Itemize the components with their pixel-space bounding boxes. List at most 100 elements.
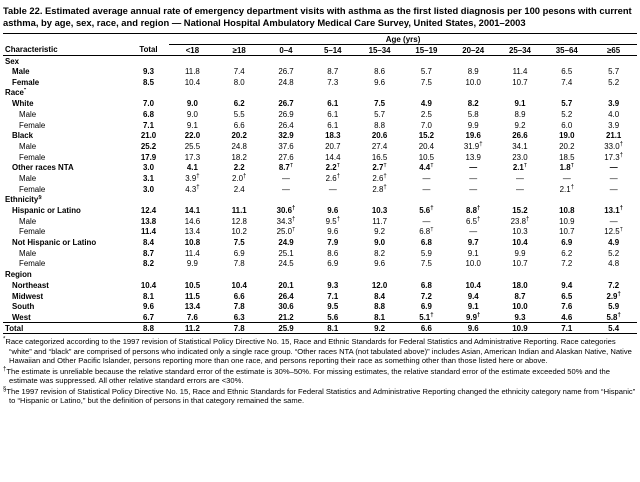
row-label: Sex	[5, 56, 20, 66]
table-row: Midwest 8.1 11.5 6.6 26.4 7.1 8.4 7.2 9.4 8.7 6.5 2…	[3, 291, 637, 302]
value-cell: 13.9	[465, 152, 481, 162]
table-row: Male 8.7 11.4 6.9 25.1 8.6 8.2 5.9 9.1 9.9 6.2 5.2	[3, 248, 637, 259]
value-cell: 7.0	[420, 120, 432, 130]
value-cell: 34.1	[512, 141, 528, 151]
footnote-marker: †	[430, 205, 434, 212]
value-cell: 21.1	[605, 131, 622, 141]
value-cell: 5.2	[608, 248, 620, 258]
value-cell: 4.0	[608, 109, 620, 119]
value-cell: 9.5	[327, 302, 339, 312]
value-cell: 26.7	[278, 99, 294, 109]
value-cell: 5.1†	[419, 312, 434, 322]
value-cell: 9.0	[374, 238, 386, 248]
value-cell: 8.2	[467, 99, 479, 109]
value-cell: 6.1	[327, 109, 339, 119]
value-cell: 10.4	[184, 77, 201, 87]
value-cell: 26.7	[278, 67, 294, 77]
value-cell: 11.7	[372, 216, 387, 226]
value-cell: 9.6	[374, 259, 386, 269]
value-cell: 2.1†	[512, 162, 528, 173]
value-cell: 5.6†	[419, 205, 434, 216]
value-cell: 6.2	[233, 99, 245, 109]
table-row: Female 8.2 9.9 7.8 24.5 6.9 9.6 7.5 10.0 10.7 7.2 4…	[3, 259, 637, 270]
table-row: Not Hispanic or Latino 8.4 10.8 7.5 24.9 7.9 9…	[3, 237, 637, 248]
value-cell: 8.1	[309, 322, 357, 334]
table-row: South 9.6 13.4 7.8 30.6 9.5 8.8 6.9 9.1 10.0 7.6 5.…	[3, 301, 637, 312]
section-row: Race*	[3, 88, 637, 99]
value-cell: 13.4	[184, 302, 201, 312]
footnote-marker: †	[477, 205, 481, 212]
value-cell: 7.6	[561, 302, 573, 312]
footnote-marker: †	[479, 141, 483, 148]
column-header: ≥65	[590, 44, 638, 57]
total-value-cell: 17.9	[140, 152, 157, 162]
row-label: Female	[19, 259, 46, 269]
total-value-cell: 3.0	[143, 163, 154, 173]
column-header: 25–34	[496, 44, 544, 57]
value-cell: 7.8	[233, 302, 245, 312]
value-cell: 4.4†	[419, 162, 434, 173]
value-cell: —	[282, 173, 290, 183]
value-cell: 12.8	[231, 216, 247, 226]
total-value-cell: 6.7	[143, 312, 154, 322]
value-cell: 7.2	[561, 259, 573, 269]
footnote-marker: †	[619, 151, 623, 158]
row-label: White	[12, 99, 34, 109]
value-cell: 37.6	[278, 141, 294, 151]
footnote: †The estimate is unreliable because the …	[3, 366, 610, 386]
value-cell: 8.8	[374, 302, 386, 312]
value-cell: 6.9	[420, 302, 432, 312]
value-cell: 8.7	[514, 291, 526, 301]
row-label: Male	[12, 67, 30, 77]
value-cell: 5.4	[590, 322, 638, 334]
row-label: Not Hispanic or Latino	[12, 238, 97, 248]
value-cell: 6.2	[561, 248, 573, 258]
footnote-marker: †	[523, 162, 528, 169]
value-cell: —	[516, 173, 524, 183]
value-cell: 9.9	[514, 248, 526, 258]
value-cell: 10.8	[184, 238, 201, 248]
table-row: Female 8.5 10.4 8.0 24.8 7.3 9.6 7.5 10.0 10.7 7.4…	[3, 77, 637, 88]
footnote-marker: §	[38, 194, 42, 201]
value-cell: 8.7	[327, 67, 339, 77]
value-cell: 25.9	[262, 322, 310, 334]
value-cell: 5.8	[467, 109, 479, 119]
value-cell: 20.7	[325, 141, 341, 151]
value-cell: —	[562, 173, 571, 183]
section-row: Region	[3, 269, 637, 280]
footnote-marker: †	[477, 312, 481, 319]
section-row: Ethnicity§	[3, 195, 637, 206]
value-cell: 8.8†	[466, 205, 481, 216]
value-cell: 7.1	[543, 322, 591, 334]
value-cell: 20.1	[278, 280, 294, 290]
footnote-marker: †	[383, 162, 387, 169]
value-cell: 5.2	[561, 109, 573, 119]
value-cell: 7.3	[327, 77, 339, 87]
value-cell: —	[469, 227, 478, 237]
value-cell: 7.6	[186, 312, 198, 322]
value-cell: 7.4	[233, 67, 245, 77]
table-row: Male 6.8 9.0 5.5 26.9 6.1 5.7 2.5 5.8 8.9 5.2 4.0	[3, 109, 637, 120]
value-cell: 6.6	[402, 322, 450, 334]
footnote-marker: †	[196, 173, 200, 180]
row-label: Female	[12, 77, 40, 87]
value-cell: 6.8	[420, 280, 432, 290]
row-label: Other races NTA	[12, 163, 74, 173]
value-cell: 7.9	[327, 238, 339, 248]
value-cell: 9.1	[514, 99, 526, 109]
footnote-marker: †	[619, 205, 623, 212]
report-page: Table 22. Estimated average annual rate …	[3, 5, 638, 406]
footnotes: *Race categorized according to the 1997 …	[3, 336, 637, 406]
value-cell: 5.7	[374, 109, 386, 119]
value-cell: 15.2	[418, 131, 435, 141]
value-cell: 7.5	[420, 77, 432, 87]
total-value-cell: 10.4	[140, 280, 157, 290]
row-label: Midwest	[12, 291, 44, 301]
header-spacer	[3, 34, 169, 45]
value-cell: 5.8†	[606, 312, 621, 322]
table-body: Sex Male 9.3 11.8 7.4 26.7 8.7 8.6 5.7 8.9 11.4 6.5…	[3, 56, 638, 334]
value-cell: 10.7	[512, 77, 528, 87]
value-cell: 9.6	[327, 227, 339, 237]
value-cell: —	[469, 173, 478, 183]
total-value-cell: 7.0	[143, 99, 154, 109]
